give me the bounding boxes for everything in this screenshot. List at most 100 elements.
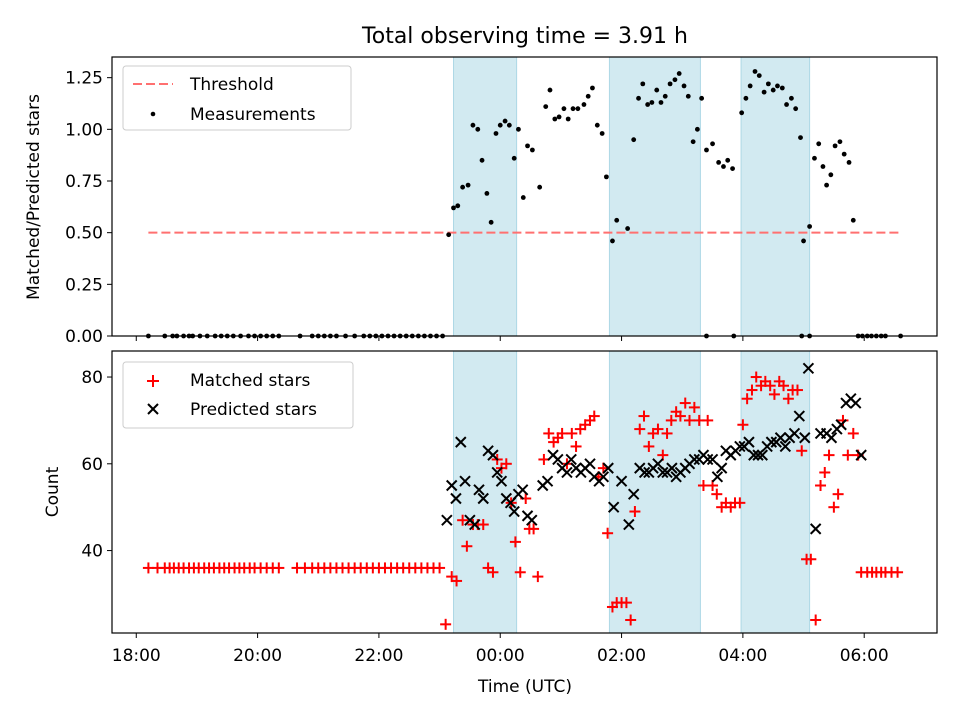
matched-star-point: [487, 566, 499, 578]
predicted-star-point: [850, 397, 862, 409]
predicted-star-point: [734, 440, 746, 453]
predicted-star-point: [688, 453, 701, 466]
matched-star-point: [434, 562, 446, 574]
x-tick-label: 02:00: [597, 646, 646, 666]
top-shaded-interval-2: [608, 56, 701, 337]
predicted-star-point: [756, 449, 769, 461]
top-shaded-interval-1: [453, 56, 518, 337]
matched-star-point: [556, 427, 568, 439]
measurement-point: [631, 137, 637, 143]
matched-star-point: [661, 427, 673, 439]
predicted-legend-label: Predicted stars: [190, 400, 317, 420]
predicted-star-point: [835, 419, 847, 431]
measurement-point: [704, 147, 709, 153]
measurement-point: [710, 141, 715, 147]
bottom-legend-box: [122, 361, 354, 429]
matched-star-point: [451, 575, 463, 587]
predicted-star-point: [793, 410, 806, 422]
measurement-point: [761, 89, 767, 95]
predicted-star-point: [748, 449, 760, 461]
predicted-star-point: [561, 466, 573, 479]
measurement-point: [565, 116, 571, 122]
bottom-y-tick-label: 60: [81, 455, 103, 475]
matched-star-point: [273, 562, 285, 574]
predicted-star-point: [445, 479, 458, 492]
matched-star-points: [142, 371, 904, 630]
measurement-point: [506, 122, 512, 128]
measurement-point: [828, 172, 834, 178]
predicted-legend-swatch: [147, 403, 159, 415]
top-shaded-interval-3: [740, 56, 811, 337]
measurement-point: [812, 155, 817, 161]
measurement-point: [497, 122, 503, 128]
top-x-ticks: [135, 336, 865, 341]
measurement-point: [658, 100, 664, 105]
matched-star-point: [737, 419, 749, 431]
measurement-point: [520, 195, 526, 200]
measurement-point: [570, 106, 576, 112]
predicted-star-point: [487, 449, 499, 461]
top-y-axis-label: Matched/Predicted stars: [24, 94, 44, 300]
measurement-point: [556, 114, 562, 120]
matched-star-point: [543, 427, 555, 439]
matched-star-point: [461, 540, 473, 552]
x-tick-label: 18:00: [112, 646, 161, 666]
measurement-point: [676, 71, 682, 76]
measurement-point: [725, 157, 731, 163]
bottom-y-tick-label: 40: [81, 542, 103, 562]
measurement-point: [667, 81, 673, 87]
matched-star-point: [832, 488, 844, 500]
matched-star-point: [674, 410, 686, 422]
measurement-point: [699, 95, 705, 101]
measurement-point: [789, 95, 794, 101]
measurement-point: [455, 203, 461, 209]
matched-star-point: [819, 466, 831, 478]
measurement-point: [747, 83, 753, 89]
bottom-y-axis-label: Count: [43, 466, 63, 517]
measurement-point: [793, 106, 799, 112]
measurement-point: [484, 191, 490, 196]
measurement-point: [590, 85, 595, 91]
measurement-point: [765, 81, 771, 87]
matched-legend-label: Matched stars: [190, 371, 310, 391]
measurement-point: [493, 131, 499, 136]
matched-star-point: [741, 393, 753, 405]
measurement-point: [775, 83, 780, 89]
measurement-point: [681, 83, 687, 89]
measurement-point: [552, 116, 558, 122]
x-tick-label: 22:00: [354, 646, 403, 666]
matched-star-point: [457, 514, 469, 526]
matched-star-point: [625, 614, 637, 626]
measurement-point: [841, 151, 847, 157]
measurement-point: [470, 122, 476, 128]
predicted-star-point: [799, 432, 811, 444]
measurement-point: [807, 224, 813, 229]
measurement-point: [721, 164, 726, 169]
bottom-shaded-interval-1: [453, 350, 518, 634]
predicted-star-point: [715, 462, 728, 474]
matched-star-point: [778, 380, 790, 392]
predicted-star-point: [565, 453, 577, 466]
predicted-star-point: [701, 453, 714, 466]
predicted-star-point: [469, 518, 481, 531]
measurement-point: [475, 126, 481, 132]
predicted-star-point: [666, 462, 678, 474]
matched-star-point: [847, 427, 859, 439]
predicted-star-point: [765, 436, 778, 448]
predicted-star-point: [495, 475, 508, 487]
measurement-point: [603, 174, 609, 180]
measurement-point: [460, 184, 466, 190]
measurement-point: [575, 106, 581, 112]
measurement-point: [824, 182, 829, 188]
measurement-point: [850, 217, 856, 223]
measurements-legend-swatch: [150, 111, 156, 117]
matched-star-point: [750, 371, 762, 383]
measurement-point: [599, 131, 605, 136]
predicted-star-point: [526, 514, 538, 526]
matched-star-point: [500, 458, 512, 470]
predicted-star-point: [802, 362, 815, 375]
matched-star-point: [477, 519, 489, 531]
predicted-star-point: [477, 492, 489, 505]
matched-star-point: [684, 414, 695, 426]
predicted-star-point: [584, 458, 596, 470]
